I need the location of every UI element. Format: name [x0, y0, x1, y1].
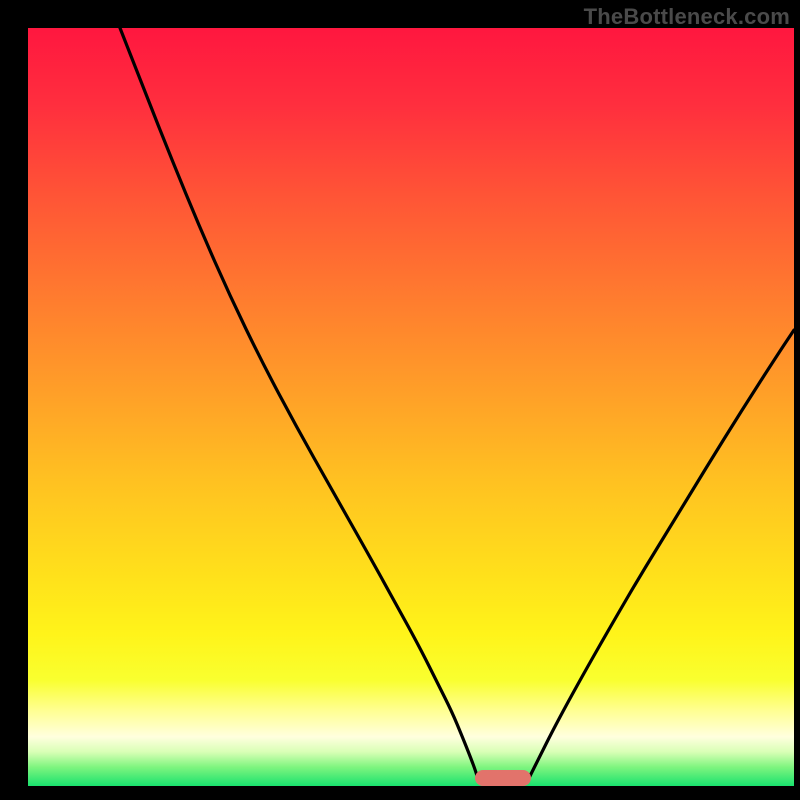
plot-area	[28, 28, 794, 786]
optimal-marker	[475, 770, 531, 786]
watermark-label: TheBottleneck.com	[584, 4, 790, 30]
chart-frame: TheBottleneck.com	[0, 0, 800, 800]
